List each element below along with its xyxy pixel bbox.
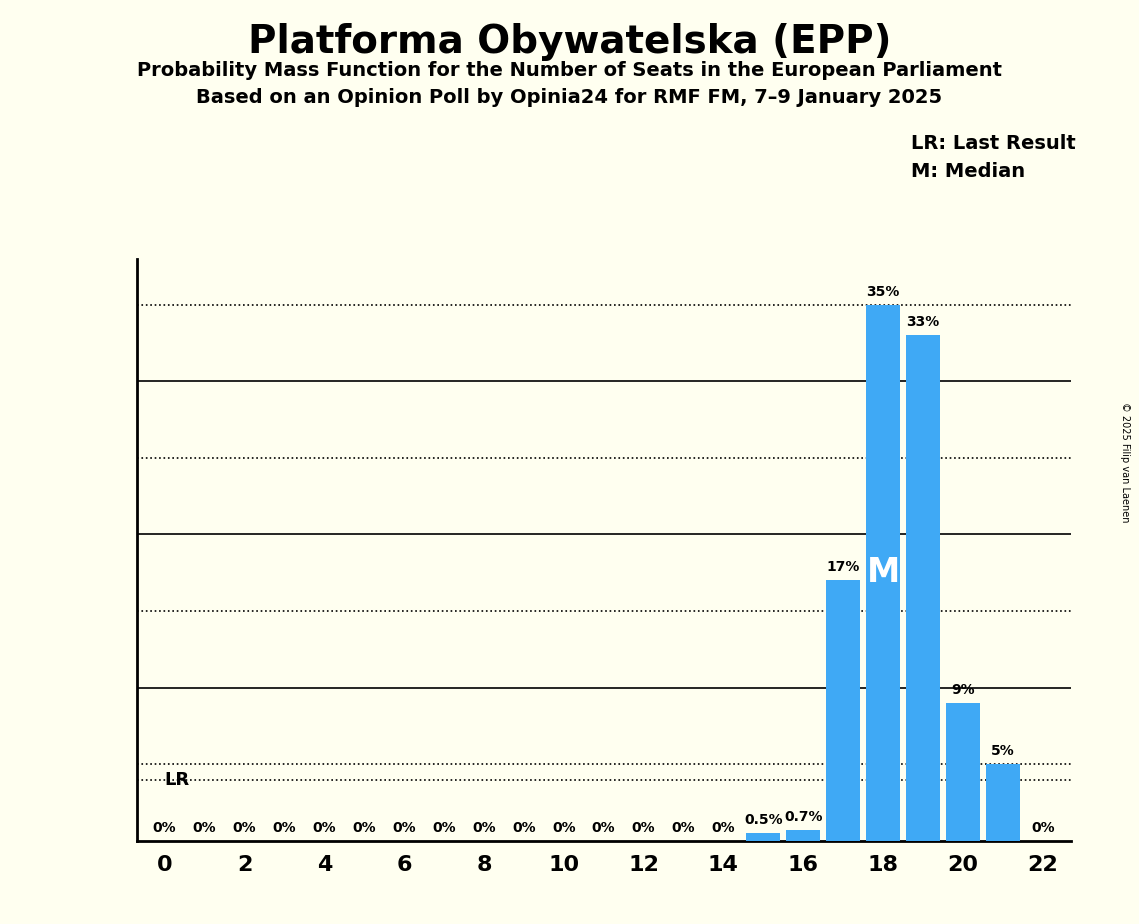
- Text: © 2025 Filip van Laenen: © 2025 Filip van Laenen: [1121, 402, 1130, 522]
- Text: 0%: 0%: [432, 821, 456, 834]
- Text: 0%: 0%: [552, 821, 575, 834]
- Text: Based on an Opinion Poll by Opinia24 for RMF FM, 7–9 January 2025: Based on an Opinion Poll by Opinia24 for…: [196, 88, 943, 107]
- Text: M: M: [867, 556, 900, 590]
- Bar: [986, 764, 1019, 841]
- Text: 0%: 0%: [1031, 821, 1055, 834]
- Text: 0%: 0%: [312, 821, 336, 834]
- Text: 17%: 17%: [827, 560, 860, 575]
- Text: Probability Mass Function for the Number of Seats in the European Parliament: Probability Mass Function for the Number…: [137, 61, 1002, 80]
- Bar: [786, 830, 820, 841]
- Text: 0%: 0%: [192, 821, 216, 834]
- Text: LR: LR: [164, 771, 189, 788]
- Text: 0.7%: 0.7%: [784, 810, 822, 824]
- Text: M: Median: M: Median: [911, 162, 1025, 181]
- Text: 0%: 0%: [272, 821, 296, 834]
- Text: 0%: 0%: [592, 821, 615, 834]
- Text: 0%: 0%: [473, 821, 495, 834]
- Text: LR: Last Result: LR: Last Result: [911, 134, 1076, 153]
- Bar: [945, 703, 980, 841]
- Text: 35%: 35%: [867, 285, 900, 298]
- Bar: [866, 305, 900, 841]
- Bar: [906, 335, 940, 841]
- Text: 0.5%: 0.5%: [744, 813, 782, 827]
- Text: 0%: 0%: [672, 821, 695, 834]
- Text: 9%: 9%: [951, 683, 975, 697]
- Text: 0%: 0%: [513, 821, 535, 834]
- Text: 0%: 0%: [712, 821, 735, 834]
- Text: 0%: 0%: [632, 821, 655, 834]
- Text: 0%: 0%: [232, 821, 256, 834]
- Text: 0%: 0%: [392, 821, 416, 834]
- Bar: [746, 833, 780, 841]
- Text: 0%: 0%: [153, 821, 177, 834]
- Bar: [826, 580, 860, 841]
- Text: 33%: 33%: [907, 315, 940, 329]
- Text: Platforma Obywatelska (EPP): Platforma Obywatelska (EPP): [248, 23, 891, 61]
- Text: 5%: 5%: [991, 744, 1015, 758]
- Text: 0%: 0%: [352, 821, 376, 834]
